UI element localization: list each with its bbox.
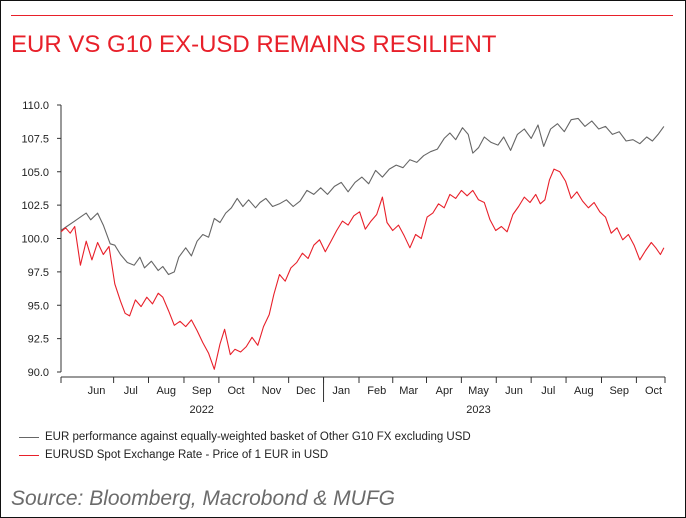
series-line-grey [60, 117, 665, 276]
x-tick-label: Mar [399, 385, 418, 397]
y-tick-label: 107.5 [21, 133, 49, 145]
y-tick-label: 97.5 [28, 267, 49, 279]
y-tick-label: 105.0 [21, 167, 49, 179]
x-tick-label: Jun [505, 385, 523, 397]
x-tick-label: Oct [645, 385, 662, 397]
legend-label-red: EURUSD Spot Exchange Rate - Price of 1 E… [45, 449, 329, 461]
y-tick-label: 90.0 [28, 367, 49, 379]
y-tick-label: 102.5 [21, 200, 49, 212]
x-tick-label: Aug [156, 385, 176, 397]
x-tick-label: Apr [436, 385, 453, 397]
x-tick-label: Aug [574, 385, 594, 397]
chart-title: EUR VS G10 EX-USD REMAINS RESILIENT [11, 31, 497, 58]
y-tick-label: 92.5 [28, 334, 49, 346]
chart-series [60, 117, 665, 370]
x-tick-label: Jan [332, 385, 350, 397]
x-tick-label: Jul [541, 385, 555, 397]
legend-item-red: EURUSD Spot Exchange Rate - Price of 1 E… [19, 449, 328, 461]
source-note: Source: Bloomberg, Macrobond & MUFG [11, 487, 395, 510]
legend-label-grey: EUR performance against equally-weighted… [45, 431, 471, 443]
x-tick-label: Sep [192, 385, 212, 397]
x-year-label: 2023 [466, 404, 490, 416]
chart-axes: 90.0 92.5 95.0 97.5 100.0 102.5 105.0 107.5 110.… [21, 100, 666, 416]
legend-swatch-grey [19, 436, 39, 438]
x-tick-label: Oct [227, 385, 244, 397]
x-tick-label: Dec [296, 385, 316, 397]
x-tick-label: Feb [367, 385, 386, 397]
y-tick-label: 100.0 [21, 234, 49, 246]
top-rule [11, 15, 673, 16]
x-year-label: 2022 [189, 404, 213, 416]
y-tick-label: 110.0 [22, 100, 49, 112]
x-tick-label: May [468, 385, 489, 397]
x-tick-label: Jul [124, 385, 138, 397]
legend-swatch-red [19, 454, 39, 456]
x-tick-label: Jun [88, 385, 106, 397]
legend-item-grey: EUR performance against equally-weighted… [19, 431, 471, 443]
line-chart: 90.0 92.5 95.0 97.5 100.0 102.5 105.0 107.5 110.… [21, 100, 666, 416]
series-line-red [60, 168, 665, 370]
x-tick-label: Nov [262, 385, 282, 397]
x-tick-label: Sep [609, 385, 629, 397]
y-tick-label: 95.0 [28, 300, 49, 312]
